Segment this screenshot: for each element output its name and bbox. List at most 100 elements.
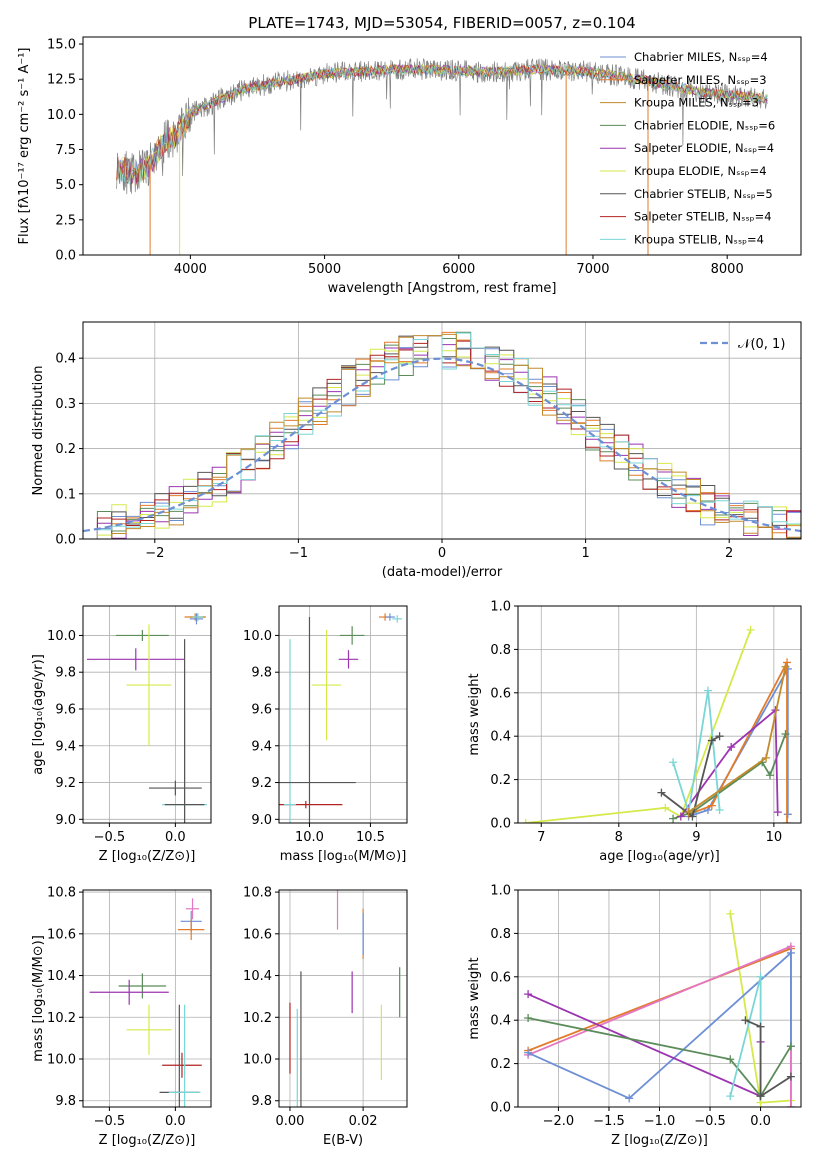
data-point <box>707 801 716 810</box>
legend-entry: Kroupa ELODIE, Nₛₛₚ=4 <box>634 164 767 178</box>
y-tick-label: 0.2 <box>55 442 76 457</box>
axes-frame <box>82 321 802 540</box>
x-tick-label: 9 <box>692 830 700 845</box>
series-line <box>745 1019 792 1098</box>
y-tick-label: 0.3 <box>55 397 76 412</box>
y-axis-label: Normed distribution <box>31 366 46 496</box>
data-point <box>715 732 724 741</box>
legend-entry: Chabrier MILES, Nₛₛₚ=4 <box>634 50 768 64</box>
x-tick-label: −2 <box>145 546 164 561</box>
y-axis-label: mass [log₁₀(M/M⊙)] <box>31 935 46 1062</box>
y-tick-label: 10.8 <box>243 886 272 901</box>
data-point <box>625 1094 634 1103</box>
data-point <box>783 819 792 823</box>
y-tick-label: 0.2 <box>490 773 511 788</box>
y-tick-label: 10.0 <box>243 1053 272 1068</box>
data-point <box>707 736 716 745</box>
x-tick-label: 10.5 <box>356 830 385 845</box>
plot-area <box>89 898 205 1107</box>
axes-age_vs_Z: −0.5 0.0 9.0 9.2 9.4 9.6 9.8 10.0 Z [log₁₀(Z/Z⊙)… <box>31 605 212 864</box>
data-point <box>688 812 697 821</box>
y-tick-label: 2.5 <box>55 213 76 228</box>
y-tick-label: 0.1 <box>55 487 76 502</box>
axes-frame <box>278 605 408 824</box>
y-tick-label: 9.8 <box>251 666 272 681</box>
y-tick-label: 0.4 <box>55 352 76 367</box>
data-point <box>524 1014 533 1023</box>
y-tick-label: 10.0 <box>243 629 272 644</box>
axes-mass_vs_Z: −0.5 0.0 9.8 10.0 10.2 10.4 10.6 10.8 Z [log₁₀(Z… <box>31 886 212 1148</box>
x-tick-label: 1 <box>581 546 589 561</box>
y-tick-label: 0.4 <box>490 730 511 745</box>
data-point <box>726 909 735 918</box>
y-tick-label: 10.8 <box>47 886 76 901</box>
legend-entry: Salpeter STELIB, Nₛₛₚ=4 <box>634 210 772 224</box>
data-point <box>684 808 693 817</box>
data-point <box>669 758 678 767</box>
y-tick-label: 5.0 <box>55 178 76 193</box>
y-axis-label: age [log₁₀(age/yr)] <box>31 654 46 775</box>
x-tick-label: 8000 <box>711 262 744 277</box>
series-line <box>688 666 787 813</box>
x-tick-label: 5000 <box>308 262 341 277</box>
plot-area <box>289 890 401 1107</box>
y-tick-label: 0.6 <box>490 970 511 985</box>
x-axis-label: E(B-V) <box>323 1133 363 1148</box>
y-tick-label: 10.6 <box>243 927 272 942</box>
axes-age_vs_mass: 10.0 10.5 9.0 9.2 9.4 9.6 9.8 10.0 mass [log₁₀(M… <box>243 605 408 864</box>
y-tick-label: 15.0 <box>47 38 76 53</box>
y-tick-label: 9.8 <box>251 1094 272 1109</box>
y-tick-label: 10.6 <box>47 927 76 942</box>
y-tick-label: 10.0 <box>47 108 76 123</box>
y-tick-label: 9.0 <box>55 813 76 828</box>
x-tick-label: 0.0 <box>165 830 186 845</box>
y-tick-label: 9.4 <box>251 739 272 754</box>
y-tick-label: 10.4 <box>243 969 272 984</box>
x-tick-label: 8 <box>615 830 623 845</box>
y-axis-label: mass weight <box>467 673 482 755</box>
y-tick-label: 1.0 <box>490 600 511 615</box>
legend: 𝒩(0, 1) <box>700 337 785 352</box>
x-tick-label: 0.0 <box>165 1114 186 1129</box>
plot-area <box>279 613 403 823</box>
y-tick-label: 10.2 <box>47 1011 76 1026</box>
data-point <box>521 819 530 823</box>
histogram-series <box>83 332 801 539</box>
histogram-series <box>83 333 801 539</box>
data-point <box>783 658 792 667</box>
plot-area <box>116 58 768 255</box>
x-axis-label: age [log₁₀(age/yr)] <box>599 849 720 864</box>
y-tick-label: 7.5 <box>55 143 76 158</box>
x-tick-label: 0.0 <box>750 1114 771 1129</box>
y-tick-label: 9.2 <box>251 776 272 791</box>
series-line <box>527 950 792 1100</box>
data-point <box>786 1042 795 1051</box>
y-tick-label: 10.0 <box>47 629 76 644</box>
data-point <box>741 1016 750 1025</box>
x-axis-label: (data-model)/error <box>382 565 503 580</box>
y-tick-label: 0.6 <box>490 686 511 701</box>
y-tick-label: 9.8 <box>55 1094 76 1109</box>
data-point <box>524 1048 533 1057</box>
x-axis-label: Z [log₁₀(Z/Z⊙)] <box>99 1133 196 1148</box>
data-point <box>781 730 790 739</box>
x-tick-label: −2.0 <box>543 1114 575 1129</box>
normal-curve <box>83 357 801 533</box>
data-point <box>669 814 678 823</box>
y-tick-label: 1.0 <box>490 884 511 899</box>
x-axis-label: Z [log₁₀(Z/Z⊙)] <box>99 849 196 864</box>
data-point <box>756 1022 765 1031</box>
grid <box>83 890 211 1107</box>
grid <box>518 605 801 824</box>
x-tick-label: 0 <box>438 546 446 561</box>
grid <box>518 889 801 1108</box>
legend-entry: 𝒩(0, 1) <box>738 337 785 352</box>
y-tick-label: 0.2 <box>490 1057 511 1072</box>
data-point <box>727 743 736 752</box>
x-tick-label: 7 <box>537 830 545 845</box>
x-tick-label: 10.0 <box>295 830 324 845</box>
data-point <box>762 753 771 762</box>
data-point <box>746 625 755 634</box>
series-line <box>660 735 721 819</box>
y-tick-label: 9.6 <box>251 702 272 717</box>
